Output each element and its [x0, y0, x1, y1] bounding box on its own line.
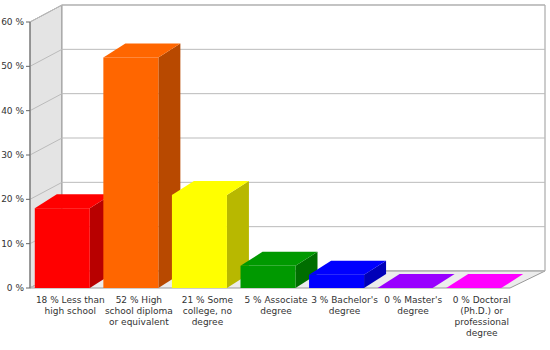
tick-label: 0 %	[7, 283, 25, 293]
label-line: degree	[329, 306, 361, 316]
grid-line	[30, 5, 545, 22]
bar-top	[241, 252, 318, 266]
label-line: 0 % Master's	[384, 295, 442, 305]
tick-mark	[26, 288, 30, 289]
tick-mark	[26, 155, 30, 156]
bar	[446, 288, 501, 289]
category-label: 21 % Somecollege, nodegree	[182, 295, 234, 327]
label-line: college, no	[183, 306, 233, 316]
bars	[35, 43, 523, 288]
label-line: degree	[192, 317, 224, 327]
tick-label: 30 %	[1, 150, 24, 160]
y-axis	[30, 22, 31, 288]
bar-top	[446, 274, 523, 288]
bar-top	[309, 261, 386, 275]
tick-label: 60 %	[1, 17, 24, 27]
label-line: professional	[454, 317, 509, 327]
bar	[241, 266, 296, 288]
category-label: 5 % Associatedegree	[244, 295, 308, 316]
bar-group	[309, 261, 386, 288]
bar-group	[378, 274, 455, 288]
category-label: 0 % Master'sdegree	[384, 295, 442, 316]
bar-top	[35, 194, 112, 208]
category-label: 18 % Less thanhigh school	[36, 295, 105, 316]
bar-group	[172, 181, 249, 288]
bar	[172, 195, 227, 288]
chart: 0 % 10 % 20 % 30 % 40 % 50 % 60 % 18 % Less tha…	[0, 0, 550, 350]
tick-label: 50 %	[1, 61, 24, 71]
label-line: 5 % Associate	[244, 295, 308, 305]
bar-group	[241, 252, 318, 288]
bar-top	[172, 181, 249, 195]
label-line: (Ph.D.) or	[460, 306, 503, 316]
tick-label: 20 %	[1, 194, 24, 204]
tick-mark	[26, 22, 30, 23]
bar	[103, 57, 158, 288]
category-label: 52 % Highschool diplomaor equivalent	[105, 295, 173, 327]
bar-top	[103, 43, 180, 57]
label-line: degree	[466, 328, 498, 338]
label-line: high school	[45, 306, 96, 316]
category-label: 3 % Bachelor'sdegree	[311, 295, 378, 316]
bar-group	[35, 194, 112, 288]
tick-mark	[26, 243, 30, 244]
label-line: 21 % Some	[182, 295, 234, 305]
tick-label: 40 %	[1, 106, 24, 116]
label-line: 0 % Doctoral	[453, 295, 511, 305]
bar	[309, 275, 364, 288]
bar-group	[446, 274, 523, 288]
label-line: school diploma	[105, 306, 173, 316]
bar	[378, 288, 433, 289]
bar-top	[378, 274, 455, 288]
label-line: degree	[397, 306, 429, 316]
bar-group	[103, 43, 180, 288]
category-label: 0 % Doctoral(Ph.D.) orprofessionaldegree	[453, 295, 511, 338]
label-line: 52 % High	[116, 295, 162, 305]
tick-label: 10 %	[1, 239, 24, 249]
tick-mark	[26, 199, 30, 200]
label-line: degree	[260, 306, 292, 316]
label-line: 3 % Bachelor's	[311, 295, 378, 305]
tick-mark	[26, 110, 30, 111]
label-line: or equivalent	[109, 317, 169, 327]
tick-mark	[26, 66, 30, 67]
label-line: 18 % Less than	[36, 295, 105, 305]
bar	[35, 208, 90, 288]
